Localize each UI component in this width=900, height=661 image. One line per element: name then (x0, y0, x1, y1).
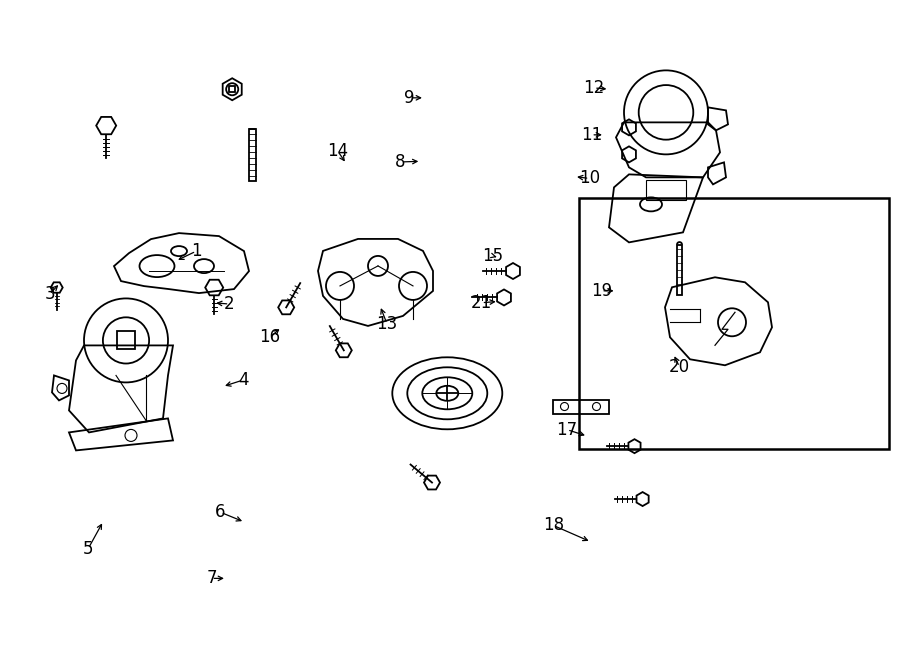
Bar (646, 180, 686, 200)
Text: 3: 3 (44, 285, 55, 303)
Text: 19: 19 (590, 282, 612, 300)
Text: 1: 1 (191, 242, 202, 260)
Text: 6: 6 (215, 503, 226, 522)
Bar (677, 245, 682, 295)
Bar (117, 331, 135, 350)
Text: 8: 8 (395, 153, 406, 171)
Text: 10: 10 (579, 169, 600, 188)
Text: 15: 15 (482, 247, 503, 265)
Text: 5: 5 (83, 539, 94, 558)
Text: 16: 16 (259, 328, 281, 346)
Text: 4: 4 (238, 371, 248, 389)
Bar (248, 129, 256, 181)
Text: 2: 2 (224, 295, 235, 313)
Text: 21: 21 (471, 293, 492, 312)
Text: 7: 7 (206, 569, 217, 588)
Text: 12: 12 (583, 79, 605, 97)
Text: 11: 11 (580, 126, 602, 144)
Bar (553, 399, 608, 414)
Text: 14: 14 (327, 141, 348, 160)
Bar (579, 198, 889, 449)
Text: 9: 9 (404, 89, 415, 107)
Bar (230, 87, 235, 92)
Text: 18: 18 (543, 516, 564, 535)
Text: 13: 13 (376, 315, 398, 333)
Text: 20: 20 (669, 358, 690, 376)
Text: 17: 17 (556, 420, 578, 439)
